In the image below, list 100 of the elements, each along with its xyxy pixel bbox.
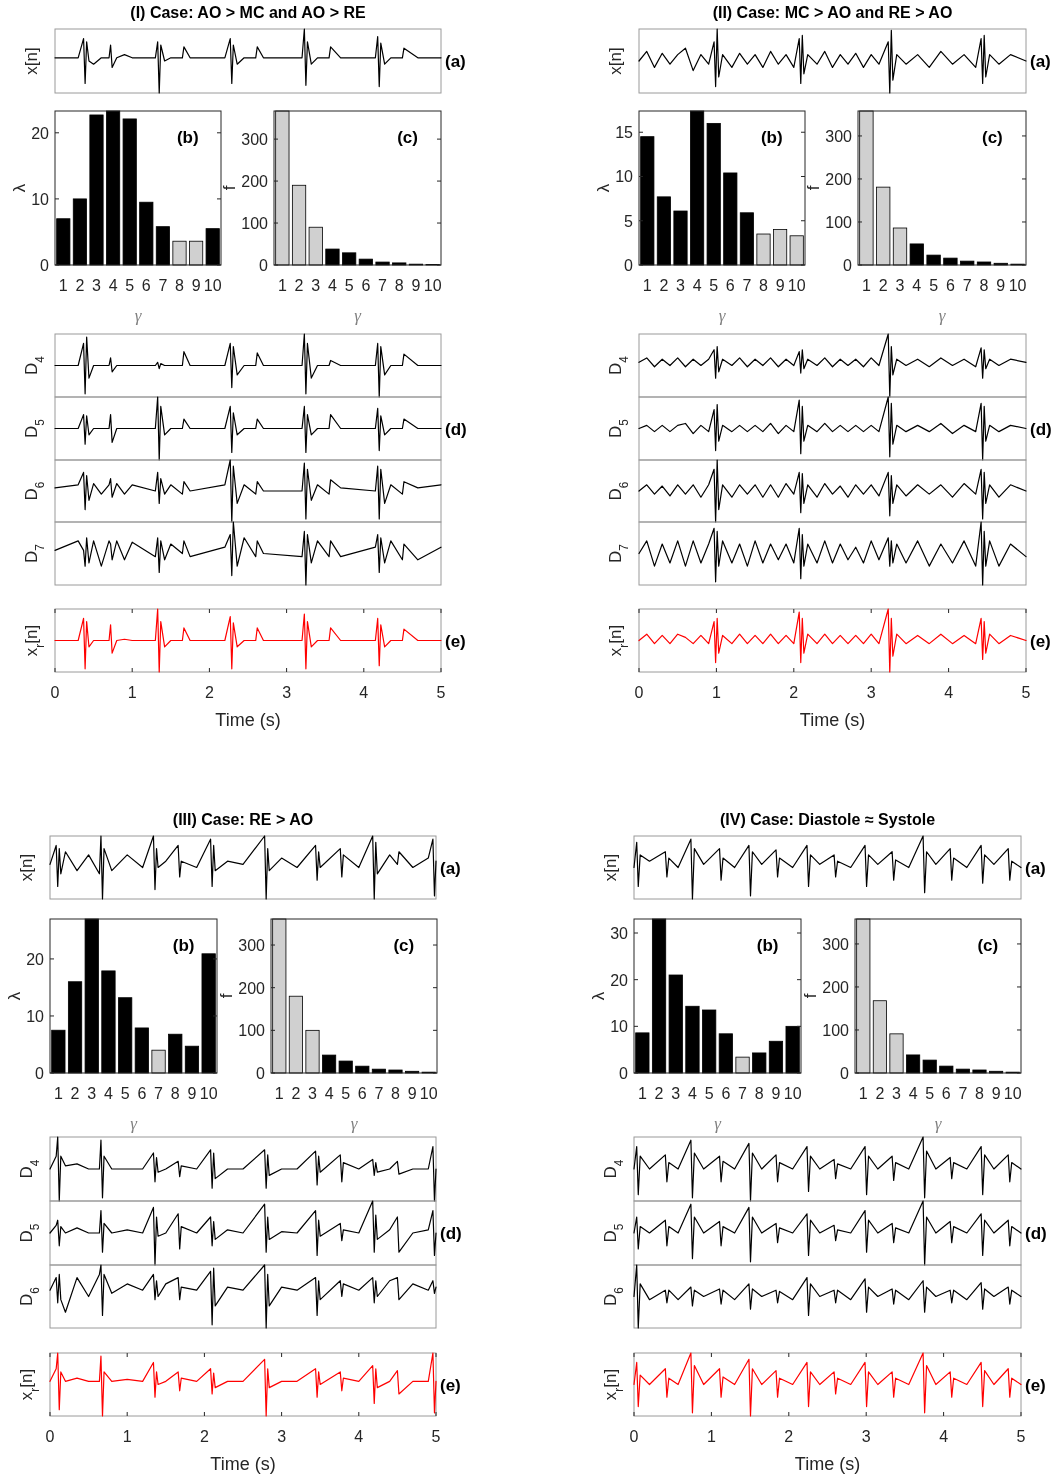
- x-tick-label: 4: [688, 1085, 697, 1102]
- x-tick-label: 5: [929, 277, 939, 294]
- x-tick-label: 1: [58, 277, 68, 294]
- x-tick-label: 9: [411, 277, 421, 294]
- y-axis-title: x[n]: [601, 853, 620, 882]
- text: (a): [1025, 858, 1046, 878]
- x-tick-label: 5: [925, 1085, 935, 1102]
- x-axis-title: Time (s): [794, 1454, 861, 1474]
- y-tick-label: 20: [31, 124, 50, 142]
- annotation: (c): [397, 128, 418, 147]
- x-tick-label: 6: [941, 1085, 951, 1102]
- x-tick-label: 1: [858, 1085, 868, 1102]
- x-tick-label: 2: [659, 277, 669, 294]
- x-tick-label: 10: [787, 277, 806, 294]
- x-tick-label: 3: [282, 684, 292, 701]
- y-axis-title: f: [217, 993, 236, 999]
- x-tick-label: 6: [361, 277, 371, 294]
- x-tick-label: 3: [671, 1085, 681, 1102]
- x-tick-label: 3: [892, 1085, 902, 1102]
- x-tick-label: 5: [704, 1085, 714, 1102]
- x-tick-label: 10: [1008, 277, 1027, 294]
- x-tick-label: 5: [1016, 1428, 1026, 1445]
- chart-title: (II) Case: MC > AO and RE > AO: [712, 4, 953, 21]
- y-tick-label: 300: [825, 127, 853, 145]
- x-tick-label: 2: [789, 684, 799, 701]
- y-tick-label: 30: [610, 925, 629, 942]
- x-tick-label: 8: [975, 1085, 985, 1102]
- x-tick-label: 9: [771, 1085, 781, 1102]
- annotation: (b): [176, 128, 199, 147]
- x-tick-label: 4: [912, 277, 922, 294]
- x-tick-label: 10: [783, 1085, 802, 1102]
- x-tick-label: 3: [87, 1085, 97, 1102]
- chart-title: (I) Case: AO > MC and AO > RE: [130, 4, 366, 21]
- x-tick-label: 1: [127, 684, 137, 701]
- text: (e): [1025, 1375, 1046, 1395]
- x-tick-label: 2: [878, 277, 888, 294]
- x-tick-label: 8: [391, 1085, 401, 1102]
- x-tick-label: 9: [191, 277, 201, 294]
- y-tick-label: 10: [615, 168, 634, 186]
- x-tick-label: 7: [738, 1085, 748, 1102]
- x-axis-title: γ: [130, 1114, 139, 1133]
- x-tick-label: 2: [875, 1085, 885, 1102]
- x-tick-label: 10: [419, 1085, 438, 1102]
- x-tick-label: 5: [1021, 684, 1031, 701]
- x-tick-label: 8: [175, 277, 185, 294]
- x-tick-label: 4: [328, 277, 337, 294]
- y-tick-label: 5: [624, 212, 634, 230]
- x-tick-label: 2: [654, 1085, 664, 1102]
- x-tick-label: 4: [104, 1085, 113, 1102]
- y-tick-label: 200: [822, 978, 850, 996]
- x-tick-label: 9: [996, 277, 1006, 294]
- y-tick-label: 300: [822, 935, 850, 953]
- y-tick-label: 0: [840, 1065, 850, 1082]
- x-tick-label: 4: [908, 1085, 918, 1102]
- x-tick-label: 1: [637, 1085, 647, 1102]
- x-axis-title: γ: [134, 306, 143, 325]
- x-tick-label: 4: [108, 277, 118, 294]
- y-tick-label: 100: [238, 1022, 266, 1040]
- x-tick-label: 4: [359, 684, 369, 701]
- y-tick-label: 20: [26, 950, 45, 968]
- x-axis-title: γ: [354, 306, 363, 325]
- annotation: (c): [977, 936, 999, 955]
- annotation: (b): [756, 936, 779, 955]
- x-tick-label: 8: [759, 277, 769, 294]
- x-tick-label: 1: [277, 277, 287, 294]
- x-tick-label: 9: [407, 1085, 417, 1102]
- text: (a): [440, 858, 461, 878]
- x-tick-label: 10: [199, 1085, 218, 1102]
- x-tick-label: 4: [692, 277, 702, 294]
- y-tick-label: 15: [615, 124, 634, 142]
- x-tick-label: 2: [204, 684, 214, 701]
- y-tick-label: 0: [843, 257, 853, 274]
- x-tick-label: 8: [394, 277, 404, 294]
- x-axis-title: γ: [714, 1114, 723, 1133]
- y-axis-title: x[n]: [606, 47, 625, 75]
- x-axis-title: Time (s): [215, 710, 281, 730]
- x-axis-title: Time (s): [210, 1454, 276, 1474]
- x-tick-label: 4: [324, 1085, 334, 1102]
- y-axis-title: λ: [10, 183, 29, 193]
- text: (d): [440, 1224, 462, 1243]
- x-tick-label: 9: [775, 277, 785, 294]
- x-tick-label: 4: [354, 1428, 364, 1445]
- x-tick-label: 3: [895, 277, 905, 294]
- x-tick-label: 1: [711, 684, 721, 701]
- x-tick-label: 3: [277, 1428, 287, 1445]
- chart-title: (III) Case: RE > AO: [172, 811, 314, 828]
- x-tick-label: 1: [122, 1428, 132, 1445]
- x-tick-label: 7: [158, 277, 168, 294]
- y-tick-label: 200: [241, 173, 269, 191]
- x-tick-label: 1: [53, 1085, 63, 1102]
- x-tick-label: 3: [676, 277, 686, 294]
- y-tick-label: 100: [241, 215, 269, 233]
- text: (d): [1030, 419, 1052, 439]
- annotation: (c): [982, 128, 1003, 147]
- x-tick-label: 6: [137, 1085, 147, 1102]
- chart-title: (IV) Case: Diastole ≈ Systole: [719, 811, 936, 828]
- text: (e): [1030, 631, 1051, 651]
- y-axis-title: f: [220, 185, 239, 191]
- text: (a): [445, 52, 466, 71]
- y-axis-title: f: [801, 993, 820, 999]
